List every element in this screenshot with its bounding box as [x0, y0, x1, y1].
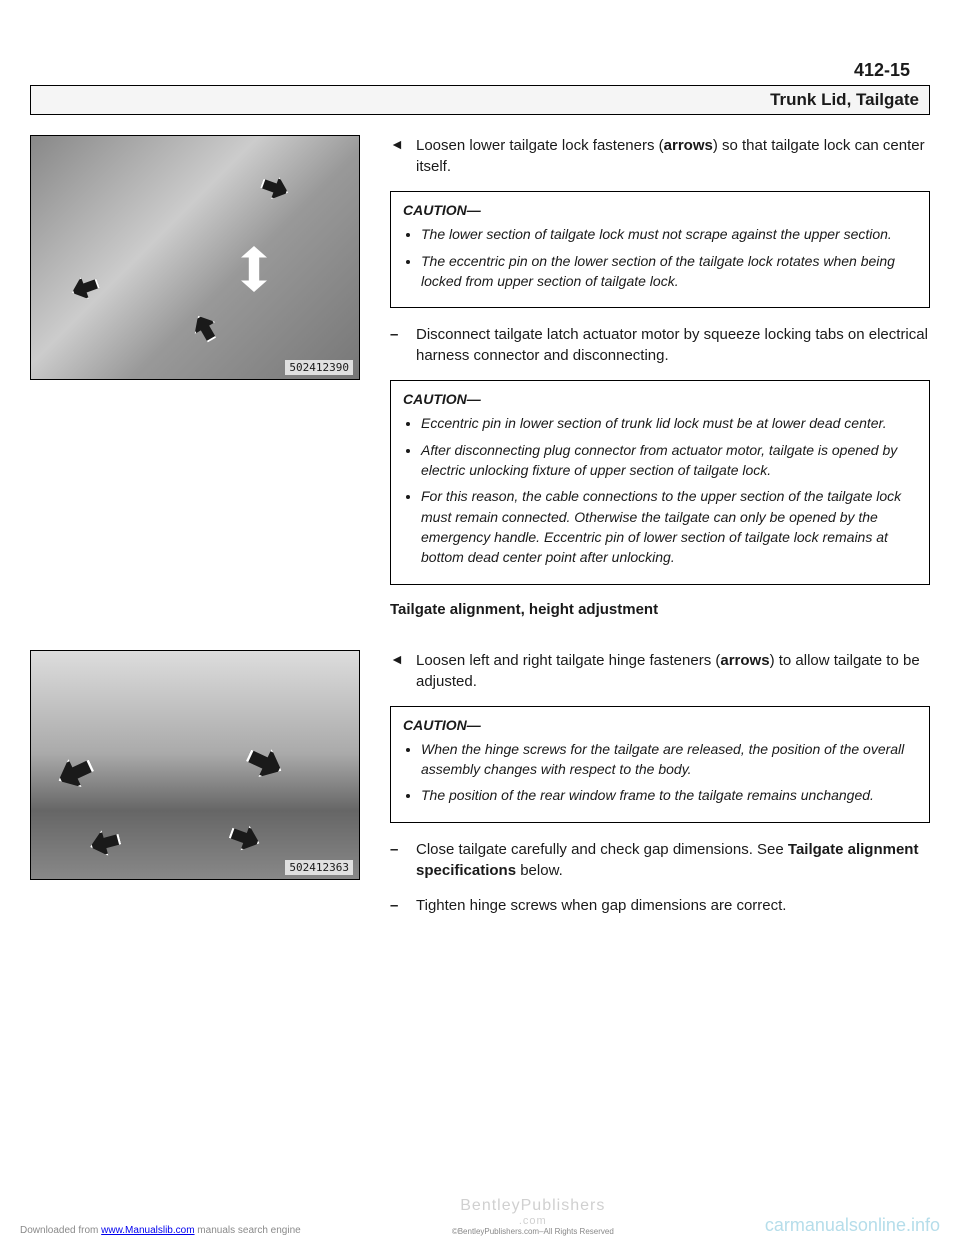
caution-item: When the hinge screws for the tailgate a… — [421, 739, 917, 780]
step-marker-icon: – — [390, 839, 406, 881]
footer-center: BentleyPublishers .com ©BentleyPublisher… — [452, 1197, 614, 1236]
step-marker-icon: – — [390, 895, 406, 916]
instruction-text: Disconnect tailgate latch actuator motor… — [416, 324, 930, 366]
figure-1: 502412390 — [30, 135, 360, 380]
caution-item: For this reason, the cable connections t… — [421, 486, 917, 567]
caution-box: CAUTION— When the hinge screws for the t… — [390, 706, 930, 823]
step-marker-icon: – — [390, 324, 406, 366]
caution-label: CAUTION— — [403, 389, 917, 409]
instruction-text: Tighten hinge screws when gap dimensions… — [416, 895, 930, 916]
page-footer: Downloaded from www.Manualslib.com manua… — [0, 1197, 960, 1236]
section-title: Trunk Lid, Tailgate — [30, 85, 930, 115]
caution-item: Eccentric pin in lower section of trunk … — [421, 413, 917, 433]
figure-2-label: 502412363 — [285, 860, 353, 875]
caution-label: CAUTION— — [403, 715, 917, 735]
caution-item: The lower section of tailgate lock must … — [421, 224, 917, 244]
instruction-step: ◄ Loosen left and right tailgate hinge f… — [390, 650, 930, 692]
footer-left: Downloaded from www.Manualslib.com manua… — [20, 1225, 301, 1236]
instruction-step: ◄ Loosen lower tailgate lock fasteners (… — [390, 135, 930, 177]
caution-item: The eccentric pin on the lower section o… — [421, 251, 917, 292]
manualslib-link[interactable]: www.Manualslib.com — [101, 1225, 194, 1236]
caution-item: The position of the rear window frame to… — [421, 785, 917, 805]
instruction-text: Close tailgate carefully and check gap d… — [416, 839, 930, 881]
instruction-text: Loosen left and right tailgate hinge fas… — [416, 650, 930, 692]
instruction-step: – Close tailgate carefully and check gap… — [390, 839, 930, 881]
instruction-text: Loosen lower tailgate lock fasteners (ar… — [416, 135, 930, 177]
figure-1-label: 502412390 — [285, 360, 353, 375]
instruction-step: – Disconnect tailgate latch actuator mot… — [390, 324, 930, 366]
step-marker-icon: ◄ — [390, 650, 406, 692]
footer-right-watermark: carmanualsonline.info — [765, 1215, 940, 1236]
step-marker-icon: ◄ — [390, 135, 406, 177]
caution-box: CAUTION— The lower section of tailgate l… — [390, 191, 930, 308]
caution-box: CAUTION— Eccentric pin in lower section … — [390, 380, 930, 584]
subheading: Tailgate alignment, height adjustment — [390, 601, 930, 618]
instruction-step: – Tighten hinge screws when gap dimensio… — [390, 895, 930, 916]
page-number: 412-15 — [30, 60, 930, 81]
caution-item: After disconnecting plug connector from … — [421, 440, 917, 481]
caution-label: CAUTION— — [403, 200, 917, 220]
figure-2: 502412363 — [30, 650, 360, 880]
